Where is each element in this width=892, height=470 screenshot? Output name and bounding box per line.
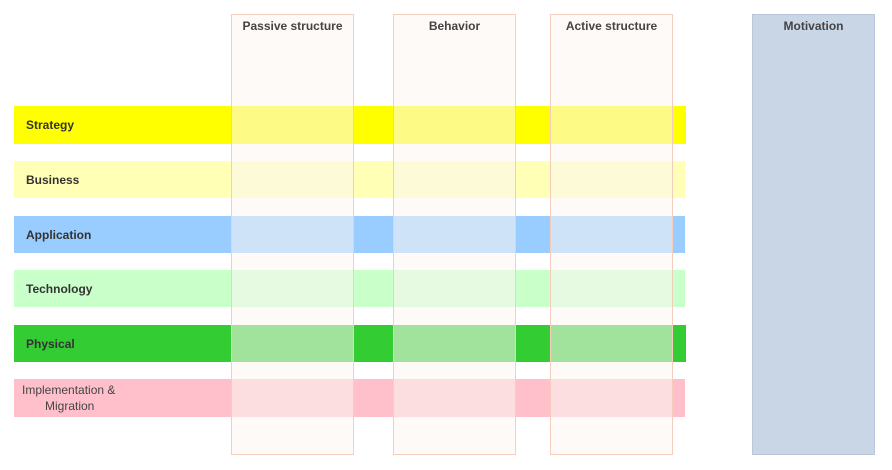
column-title-active-structure: Active structure xyxy=(565,19,658,33)
layer-label: Business xyxy=(26,172,80,187)
column-title-passive-structure: Passive structure xyxy=(242,19,343,33)
column-active-structure[interactable] xyxy=(550,14,673,455)
column-passive-structure[interactable] xyxy=(231,14,354,455)
layer-label-line2: Migration xyxy=(45,399,95,413)
layer-label: Application xyxy=(26,227,92,242)
column-title-motivation: Motivation xyxy=(783,19,844,33)
layer-label-line1: Implementation & xyxy=(22,383,116,397)
layer-label: Physical xyxy=(26,336,75,351)
column-motivation[interactable] xyxy=(752,14,875,455)
layer-label: Strategy xyxy=(26,118,75,132)
column-title-behavior: Behavior xyxy=(428,19,481,33)
column-behavior[interactable] xyxy=(393,14,516,455)
layer-label: Technology xyxy=(26,281,93,296)
